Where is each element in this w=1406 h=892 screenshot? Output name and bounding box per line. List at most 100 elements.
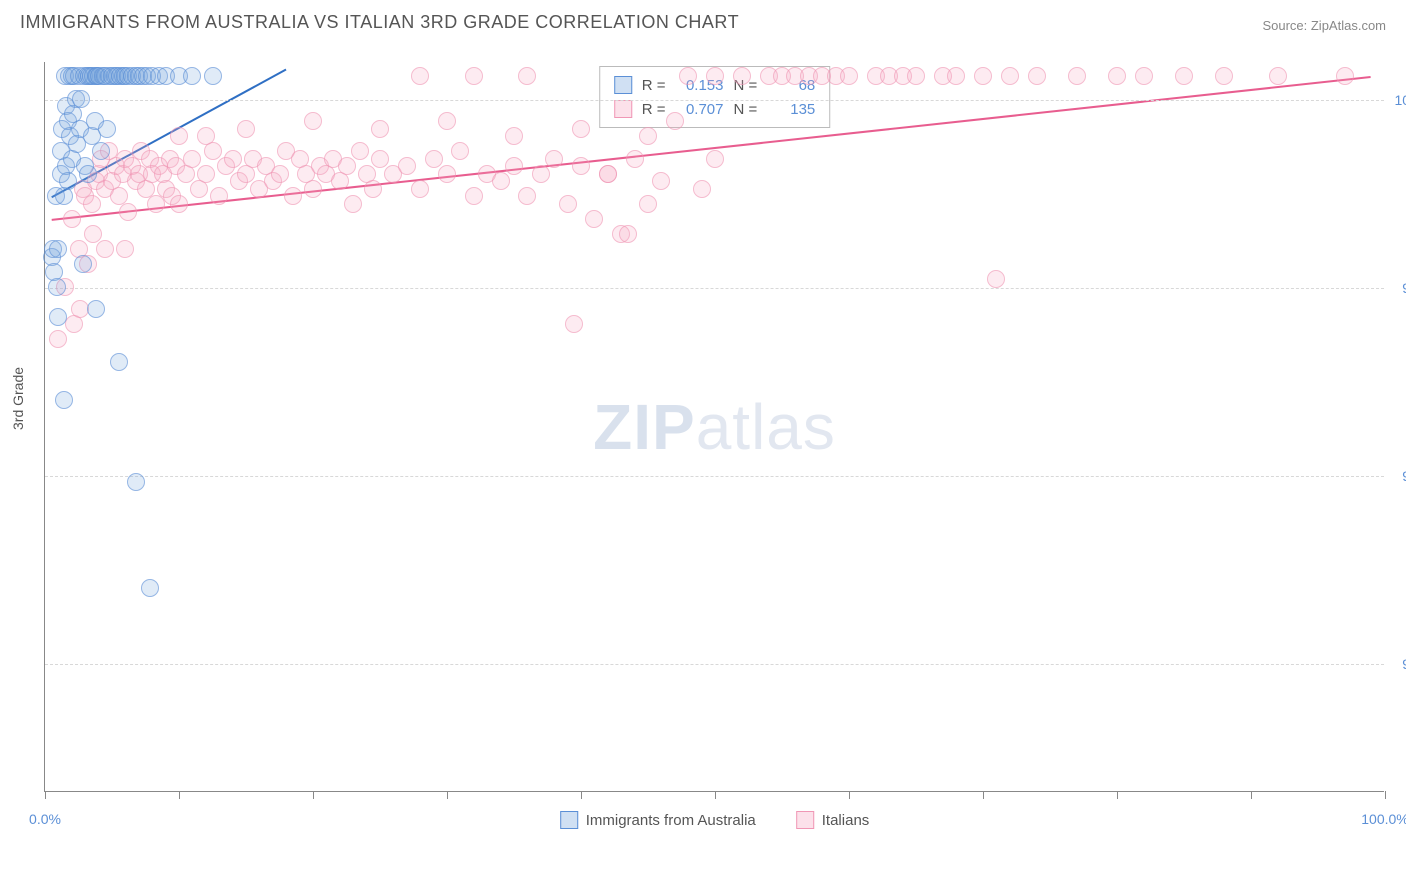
data-point-italians [371, 150, 389, 168]
data-point-italians [492, 172, 510, 190]
data-point-italians [465, 187, 483, 205]
data-point-italians [639, 195, 657, 213]
legend-item-italians: Italians [796, 811, 870, 829]
data-point-italians [619, 225, 637, 243]
data-point-italians [572, 157, 590, 175]
data-point-australia [48, 278, 66, 296]
data-point-italians [1001, 67, 1019, 85]
x-tick [45, 791, 46, 799]
data-point-italians [733, 67, 751, 85]
stats-r-italians: 0.707 [676, 101, 724, 118]
data-point-italians [1269, 67, 1287, 85]
data-point-italians [170, 195, 188, 213]
y-tick-label: 95.0% [1402, 468, 1406, 484]
legend-swatch-italians [796, 811, 814, 829]
data-point-italians [465, 67, 483, 85]
data-point-italians [1028, 67, 1046, 85]
data-point-australia [110, 353, 128, 371]
gridline-h [45, 100, 1384, 101]
data-point-italians [119, 203, 137, 221]
data-point-italians [237, 120, 255, 138]
data-point-australia [141, 579, 159, 597]
x-tick [581, 791, 582, 799]
data-point-australia [98, 120, 116, 138]
data-point-italians [1215, 67, 1233, 85]
data-point-italians [63, 210, 81, 228]
data-point-italians [411, 67, 429, 85]
data-point-australia [55, 187, 73, 205]
data-point-italians [116, 240, 134, 258]
data-point-australia [204, 67, 222, 85]
data-point-italians [371, 120, 389, 138]
data-point-italians [907, 67, 925, 85]
x-tick [1117, 791, 1118, 799]
data-point-italians [170, 127, 188, 145]
data-point-australia [72, 90, 90, 108]
x-tick-label: 100.0% [1361, 811, 1406, 827]
data-point-italians [351, 142, 369, 160]
data-point-australia [55, 391, 73, 409]
data-point-italians [1068, 67, 1086, 85]
data-point-italians [599, 165, 617, 183]
data-point-australia [59, 172, 77, 190]
data-point-italians [1336, 67, 1354, 85]
data-point-italians [706, 67, 724, 85]
data-point-italians [585, 210, 603, 228]
x-tick [983, 791, 984, 799]
data-point-italians [693, 180, 711, 198]
stats-n-label2: N = [734, 101, 758, 118]
x-tick-label: 0.0% [29, 811, 61, 827]
x-tick [849, 791, 850, 799]
data-point-italians [344, 195, 362, 213]
data-point-italians [197, 127, 215, 145]
swatch-australia [614, 76, 632, 94]
data-point-italians [639, 127, 657, 145]
data-point-italians [304, 112, 322, 130]
data-point-australia [127, 473, 145, 491]
data-point-italians [545, 150, 563, 168]
data-point-italians [974, 67, 992, 85]
y-axis-label: 3rd Grade [10, 367, 26, 430]
data-point-italians [451, 142, 469, 160]
data-point-italians [224, 150, 242, 168]
legend-swatch-australia [560, 811, 578, 829]
data-point-australia [49, 308, 67, 326]
data-point-australia [74, 255, 92, 273]
data-point-italians [565, 315, 583, 333]
data-point-italians [49, 330, 67, 348]
data-point-italians [84, 225, 102, 243]
data-point-italians [518, 187, 536, 205]
data-point-italians [1175, 67, 1193, 85]
data-point-australia [49, 240, 67, 258]
data-point-italians [96, 240, 114, 258]
data-point-italians [438, 112, 456, 130]
data-point-italians [987, 270, 1005, 288]
data-point-italians [505, 157, 523, 175]
data-point-australia [79, 165, 97, 183]
x-tick [1385, 791, 1386, 799]
data-point-italians [572, 120, 590, 138]
data-point-italians [840, 67, 858, 85]
data-point-italians [425, 150, 443, 168]
data-point-italians [518, 67, 536, 85]
scatter-chart: ZIPatlas R = 0.153 N = 68 R = 0.707 N = … [44, 62, 1384, 792]
data-point-italians [505, 127, 523, 145]
watermark-zip: ZIP [593, 391, 696, 463]
data-point-italians [271, 165, 289, 183]
data-point-italians [626, 150, 644, 168]
watermark-atlas: atlas [696, 391, 836, 463]
y-tick-label: 100.0% [1395, 92, 1406, 108]
data-point-italians [364, 180, 382, 198]
data-point-italians [398, 157, 416, 175]
watermark: ZIPatlas [593, 390, 836, 464]
data-point-italians [83, 195, 101, 213]
data-point-italians [679, 67, 697, 85]
x-tick [1251, 791, 1252, 799]
data-point-australia [183, 67, 201, 85]
data-point-italians [652, 172, 670, 190]
data-point-italians [666, 112, 684, 130]
data-point-australia [87, 300, 105, 318]
data-point-italians [338, 157, 356, 175]
legend-label-australia: Immigrants from Australia [586, 812, 756, 829]
data-point-italians [183, 150, 201, 168]
